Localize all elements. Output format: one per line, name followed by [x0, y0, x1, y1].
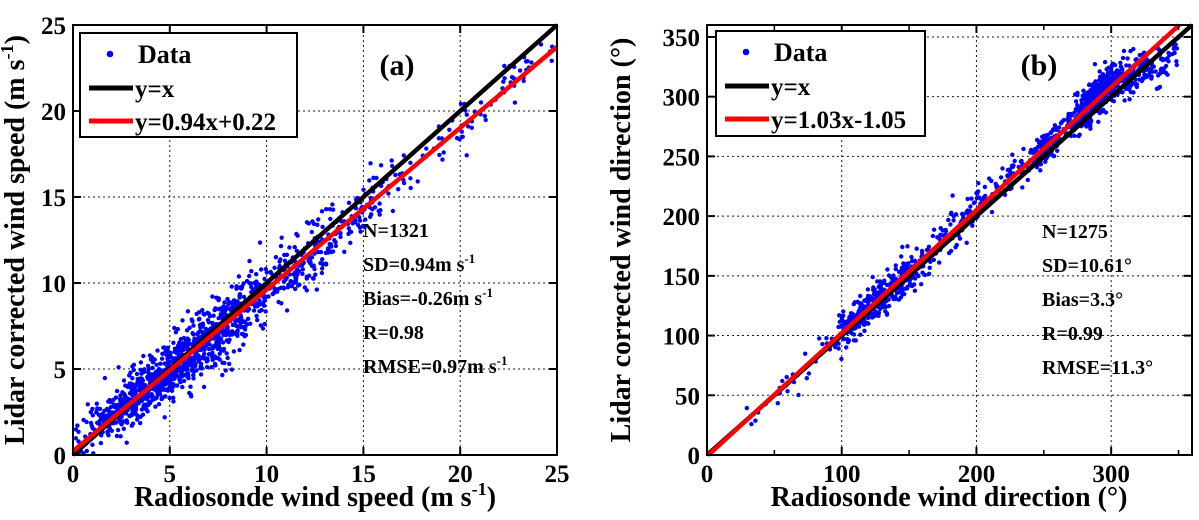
y-tick-label: 50 — [675, 383, 700, 410]
y-tick-label: 0 — [688, 443, 701, 470]
panel-b: 0 100 200 300 0 50 100 150 200 250 300 350 Radiosond… — [606, 23, 1194, 513]
y-tick-label: 200 — [663, 204, 701, 231]
stats-line: RMSE=0.97m s-1​ — [363, 353, 507, 378]
y-tick-label: 10 — [41, 271, 66, 298]
x-tick-label: 15 — [351, 461, 376, 488]
x-tick-label: 300 — [1092, 461, 1130, 488]
y-tick-label: 0 — [54, 443, 67, 470]
y-tick-labels: 0 5 10 15 20 25 — [41, 13, 66, 470]
stats-line: N=1321 — [363, 220, 429, 242]
x-tick-labels: 0 5 10 15 20 25 — [67, 461, 570, 488]
x-tick-label: 0 — [701, 461, 714, 488]
legend: Data y=x y=1.03x-1.05 — [715, 30, 926, 137]
panel-a: 0 5 10 15 20 25 0 5 10 15 20 25 Radiosonde wind spee… — [0, 13, 570, 513]
y-tick-label: 5 — [54, 357, 67, 384]
x-tick-label: 10 — [254, 461, 279, 488]
fit-line — [71, 45, 559, 453]
stats-line: Bias=3.3° — [1042, 289, 1123, 311]
panel-label: (a) — [380, 49, 415, 82]
stats-line: SD=10.61° — [1042, 255, 1132, 277]
x-tick-labels: 0 100 200 300 — [701, 461, 1130, 488]
y-tick-label: 250 — [663, 144, 701, 171]
x-tick-label: 0 — [67, 461, 80, 488]
legend-label-fit: y=1.03x-1.05 — [771, 107, 906, 134]
y-tick-labels: 0 50 100 150 200 250 300 350 — [663, 25, 701, 470]
y-tick-label: 100 — [663, 324, 701, 351]
y-axis-label: Lidar corrected wind direction (°) — [606, 38, 637, 443]
stats-line: N=1275 — [1042, 221, 1108, 243]
legend-data-marker — [106, 50, 114, 58]
stats-line: R=0.99 — [1042, 323, 1103, 345]
fit-line — [706, 23, 1181, 457]
legend-label-fit: y=0.94x+0.22 — [135, 109, 276, 136]
y-tick-label: 350 — [663, 25, 701, 52]
panel-label: (b) — [1021, 49, 1058, 82]
stats-line: Bias=-0.26m s-1​ — [363, 285, 493, 310]
x-tick-label: 200 — [958, 461, 996, 488]
stats-line: R=0.98 — [363, 322, 424, 344]
y-axis-label: Lidar corrected wind speed (m s-1​) — [0, 35, 31, 445]
x-tick-label: 25 — [545, 461, 570, 488]
x-tick-label: 20 — [448, 461, 473, 488]
stats-block: N=1275 SD=10.61° Bias=3.3° R=0.99 RMSE=11.3° — [1042, 221, 1153, 379]
y-tick-label: 150 — [663, 264, 701, 291]
legend-data-marker — [742, 48, 750, 56]
x-tick-label: 100 — [823, 461, 861, 488]
stats-line: RMSE=11.3° — [1042, 357, 1153, 379]
y-tick-label: 20 — [41, 99, 66, 126]
stats-block: N=1321 SD=0.94m s-1​ Bias=-0.26m s-1​ R=0.9… — [363, 220, 507, 378]
y-tick-label: 25 — [41, 13, 66, 40]
axis-box — [72, 24, 558, 456]
axis-box — [706, 24, 1193, 456]
legend-label-identity: y=x — [771, 74, 811, 101]
y-tick-label: 300 — [663, 85, 701, 112]
legend-label-data: Data — [774, 38, 827, 67]
x-axis-label: Radiosonde wind speed (m s-1​) — [134, 479, 496, 513]
legend-label-data: Data — [138, 40, 191, 69]
y-tick-label: 15 — [41, 185, 66, 212]
legend: Data y=x y=0.94x+0.22 — [79, 32, 298, 138]
legend-label-identity: y=x — [135, 76, 175, 103]
x-tick-label: 5 — [164, 461, 177, 488]
stats-line: SD=0.94m s-1​ — [363, 251, 475, 276]
x-axis-label: Radiosonde wind direction (°) — [771, 482, 1128, 513]
